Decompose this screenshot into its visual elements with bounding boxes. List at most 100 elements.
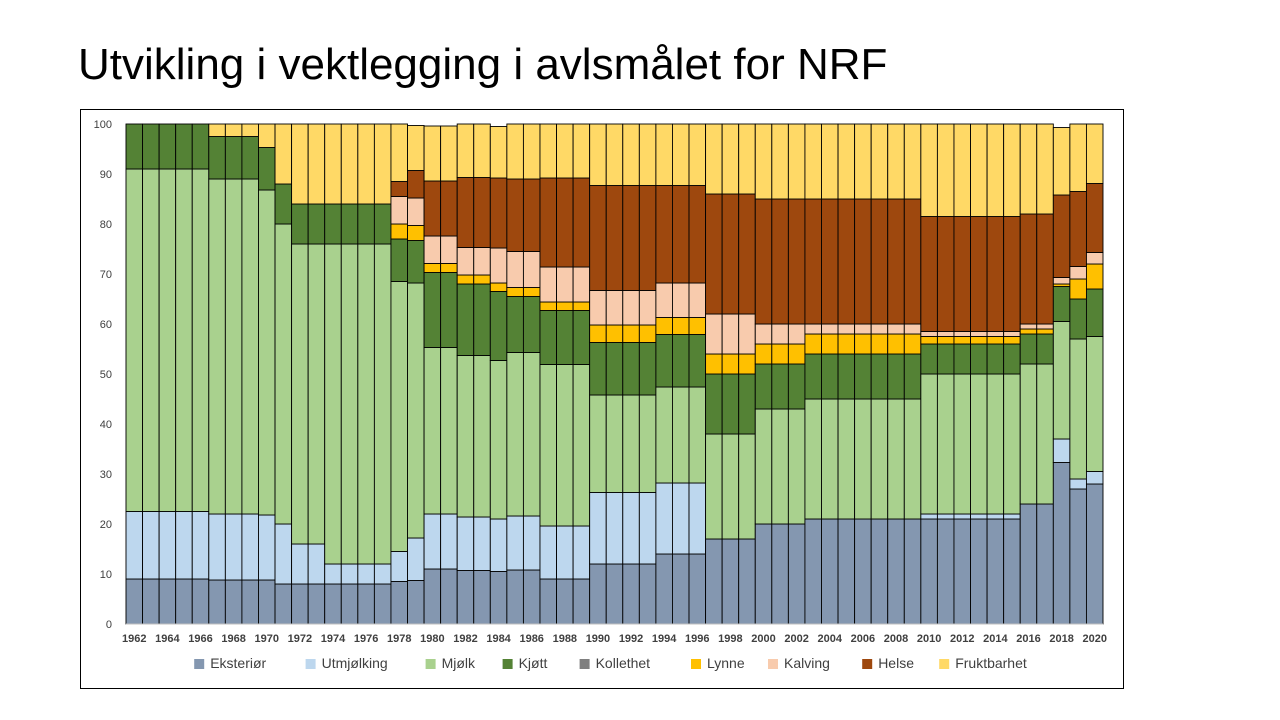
bar-segment: [705, 353, 723, 375]
bar-segment: [638, 185, 657, 291]
bar-segment: [854, 398, 872, 520]
bar-segment: [407, 537, 425, 581]
bar-segment: [936, 513, 955, 520]
bar-segment: [638, 394, 657, 493]
bar-segment: [241, 513, 259, 581]
bar-segment: [804, 198, 822, 325]
bar-segment: [423, 272, 442, 348]
bar-segment: [142, 168, 160, 512]
bar-segment: [721, 193, 740, 315]
bar-segment: [754, 363, 773, 410]
bar-segment: [970, 331, 988, 337]
bar-segment: [556, 266, 574, 303]
bar-segment: [787, 123, 806, 200]
bar-segment: [605, 185, 624, 291]
x-tick-label: 2002: [784, 633, 808, 645]
bar-segment: [175, 168, 193, 512]
bar-segment: [837, 333, 856, 355]
bar-segment: [506, 178, 524, 252]
bar-segment: [887, 353, 905, 400]
bar-segment: [986, 343, 1005, 375]
bar-segment: [208, 136, 226, 180]
bar-segment: [655, 334, 673, 388]
bar-segment: [1069, 123, 1087, 192]
bar-segment: [241, 579, 259, 625]
bar-segment: [1052, 462, 1071, 625]
bar-segment: [705, 373, 723, 435]
bar-segment: [821, 518, 839, 625]
bar-segment: [688, 553, 707, 625]
bar-segment: [1085, 123, 1104, 184]
bar-segment: [390, 581, 408, 625]
bar-segment: [274, 183, 293, 225]
bar-segment: [324, 583, 342, 625]
x-tick-label: 2006: [851, 633, 875, 645]
bar-segment: [622, 123, 640, 186]
bar-segment: [920, 343, 938, 375]
bar-segment: [804, 353, 822, 400]
bar-segment: [821, 323, 839, 335]
bar-segment: [340, 563, 359, 585]
legend-label: Kalving: [784, 655, 830, 671]
bar-segment: [738, 353, 756, 375]
bar-segment: [324, 243, 342, 565]
bar-segment: [522, 296, 541, 353]
bar-segment: [489, 571, 508, 625]
bar-segment: [771, 408, 789, 525]
bar-segment: [705, 193, 723, 315]
bar-segment: [1019, 333, 1038, 365]
bar-segment: [390, 223, 408, 240]
bar-segment: [754, 323, 773, 345]
bar-segment: [589, 324, 607, 343]
bar-segment: [705, 123, 723, 195]
bar-segment: [870, 123, 889, 200]
bar-segment: [953, 331, 971, 337]
bar-segment: [887, 123, 905, 200]
bar-segment: [423, 180, 442, 237]
bar-segment: [506, 123, 524, 180]
bar-segment: [1069, 266, 1087, 280]
bar-segment: [821, 398, 839, 520]
bar-segment: [390, 123, 408, 182]
x-tick-label: 1982: [453, 633, 477, 645]
bar-segment: [407, 197, 425, 226]
bar-segment: [324, 203, 342, 245]
bar-segment: [705, 313, 723, 355]
bar-segment: [539, 578, 557, 625]
legend-label: Helse: [878, 655, 914, 671]
bar-segment: [158, 123, 177, 170]
bar-segment: [605, 290, 624, 326]
bar-segment: [274, 123, 293, 185]
y-tick-label: 20: [100, 519, 112, 531]
bar-segment: [903, 353, 922, 400]
bar-segment: [440, 272, 458, 348]
x-tick-label: 2010: [917, 633, 941, 645]
bar-segment: [787, 523, 806, 625]
bar-segment: [440, 568, 458, 625]
bar-segment: [688, 185, 707, 284]
x-tick-label: 2014: [983, 633, 1008, 645]
bar-segment: [622, 563, 640, 625]
bar-segment: [738, 433, 756, 540]
y-tick-label: 60: [100, 319, 112, 331]
bar-segment: [125, 578, 144, 625]
x-tick-label: 1994: [652, 633, 677, 645]
bar-segment: [754, 343, 773, 365]
legend-swatch: [502, 659, 513, 669]
bar-segment: [506, 287, 524, 297]
bar-segment: [572, 266, 591, 303]
bar-segment: [986, 373, 1005, 515]
bar-segment: [373, 563, 392, 585]
bar-segment: [854, 333, 872, 355]
bar-segment: [274, 523, 293, 585]
bar-segment: [622, 342, 640, 396]
bar-segment: [1036, 213, 1054, 325]
bar-segment: [142, 123, 160, 170]
legend-swatch: [194, 659, 205, 669]
bar-segment: [854, 198, 872, 325]
bar-segment: [572, 525, 591, 580]
x-axis: 1962 1964 1966 1968 1970 1972 1974 1976 1978 1980…: [122, 623, 1107, 645]
bar-segment: [655, 386, 673, 484]
legend-label: Kjøtt: [519, 655, 548, 671]
bar-segment: [771, 123, 789, 200]
